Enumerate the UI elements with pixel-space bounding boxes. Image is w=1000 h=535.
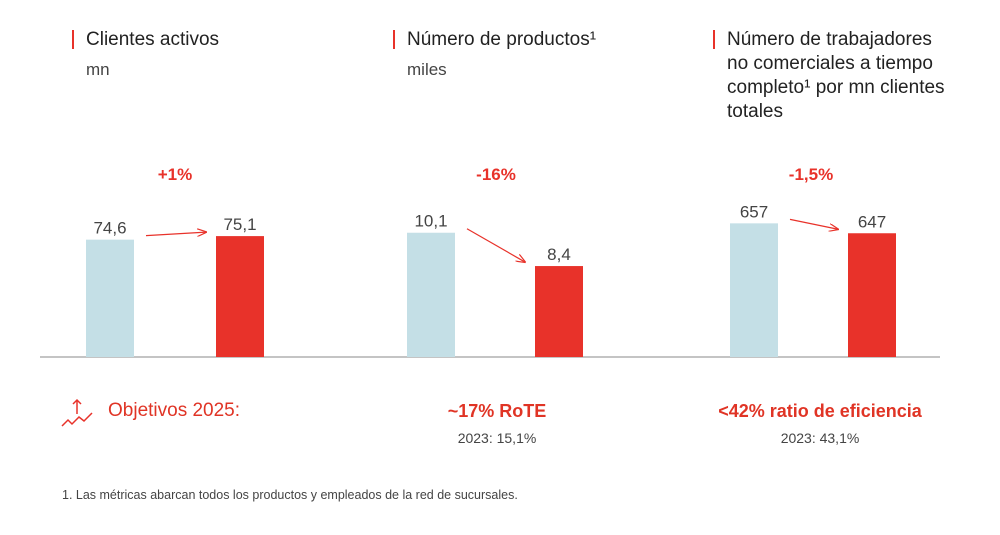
bar-value-label: 75,1 [223,215,256,234]
objectives-label: Objetivos 2025: [108,400,241,421]
panel-title-productos: Número de productos¹ [393,28,597,52]
panel-title-text: Número de productos¹ [407,29,597,50]
kpi-rote: ~17% RoTE 2023: 15,1% [367,401,627,446]
growth-arrow-icon [60,396,96,430]
trend-arrow [145,232,206,236]
bar-current [216,236,264,357]
change-label: -16% [476,165,516,184]
trend-arrow [789,218,838,229]
bar-value-label: 74,6 [93,219,126,238]
title-marker [393,30,395,49]
bar-value-label: 8,4 [547,245,571,264]
panel-unit-clientes: mn [86,60,110,79]
bar-previous [730,223,778,357]
kpi-sub-value: 2023: 43,1% [780,430,860,446]
kpi-main-value: <42% ratio de eficiencia [718,401,922,421]
footnote: 1. Las métricas abarcan todos los produc… [62,488,518,502]
title-marker [713,30,715,49]
bar-previous [86,239,134,357]
bar-current [848,233,896,357]
bar-value-label: 657 [740,202,768,221]
panel-title-text: Clientes activos [86,29,220,50]
panel-title-clientes: Clientes activos [72,28,220,52]
bar-current [535,266,583,357]
panel-title-text: Número de trabajadores no comerciales a … [727,29,945,122]
change-label: -1,5% [789,165,833,184]
panel-unit-productos: miles [407,60,447,79]
kpi-eficiencia: <42% ratio de eficiencia 2023: 43,1% [690,401,950,446]
change-label: +1% [158,165,193,184]
bar-previous [407,232,455,357]
panel-title-trabajadores: Número de trabajadores no comerciales a … [713,28,947,124]
trend-arrow [466,228,525,262]
bar-value-label: 10,1 [414,212,447,231]
kpi-sub-value: 2023: 15,1% [457,430,537,446]
title-marker [72,30,74,49]
bar-value-label: 647 [858,212,886,231]
kpi-main-value: ~17% RoTE [447,401,547,421]
